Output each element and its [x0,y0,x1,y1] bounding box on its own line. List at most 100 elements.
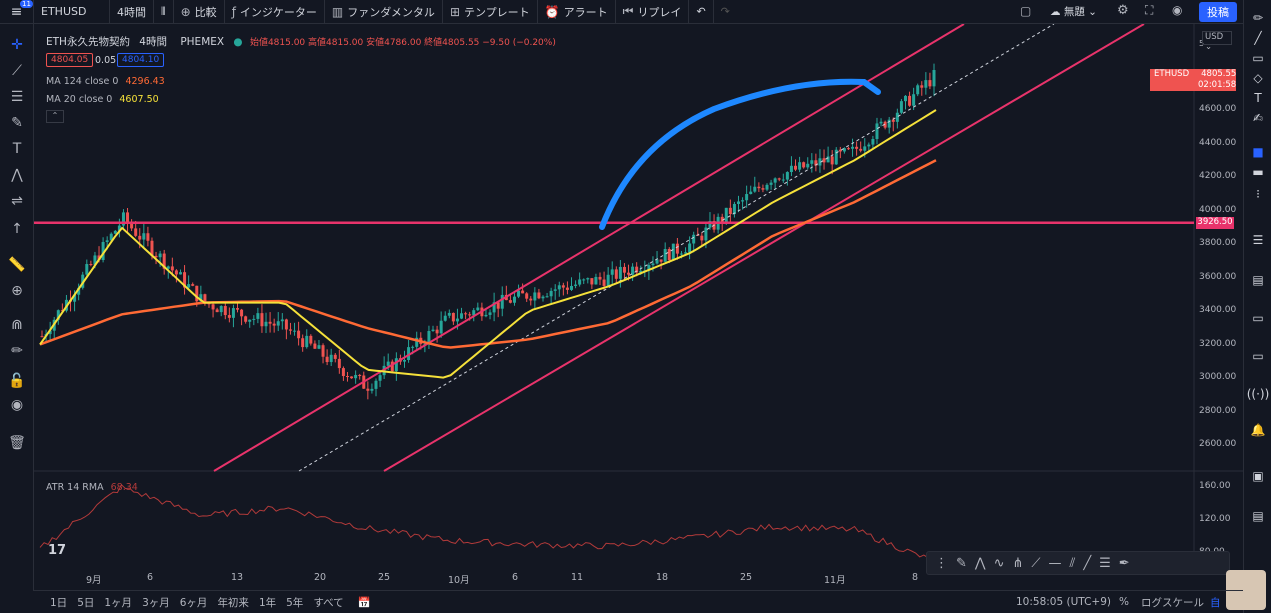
timeframe-button[interactable]: 1日 [50,596,68,609]
undo-button[interactable]: ↶ [689,0,714,24]
wave-icon[interactable]: ∿ [993,555,1005,571]
indicators-button[interactable]: ƒ インジケーター [225,0,325,24]
collapse-legend-button[interactable]: ⌃ [46,110,64,123]
auto-scale-toggle[interactable]: 自 [1210,596,1221,609]
favorites-toolbar: ⋮ ✎ ⋀ ∿ ⋔ ⟋ — ⫽ ╱ ☰ ✒ [926,551,1230,575]
timeframe-button[interactable]: 6ヶ月 [179,596,208,609]
clock[interactable]: 10:58:05 (UTC+9) [1016,596,1111,608]
chat-icon[interactable]: ▭ [1252,311,1264,325]
candle-body [859,148,863,151]
candle-body [578,279,582,285]
shape-icon[interactable]: ◇ [1253,71,1263,85]
currency-selector[interactable]: USD ⌄ [1202,31,1232,52]
redo-button[interactable]: ↷ [714,0,737,24]
fib-icon[interactable]: ☰ [1099,555,1111,571]
pen-icon[interactable]: ✒ [1118,555,1130,571]
text-icon[interactable]: T [1254,91,1262,105]
candle-body [354,374,358,379]
timeframe-button[interactable]: すべて [313,596,344,609]
trash-icon[interactable]: 🗑 [8,435,26,451]
lock-drawing-icon[interactable]: ✏ [11,343,23,359]
candle-body [671,243,675,261]
timeframe-button[interactable]: 5年 [286,596,304,609]
compare-button[interactable]: ⊕ 比較 [174,0,225,24]
ray-icon[interactable]: ⟋ [1031,555,1041,571]
candle-body [606,274,610,286]
buy-price-box[interactable]: 4804.10 [117,53,165,67]
candle-body [472,310,476,316]
trendline-icon[interactable]: ╱ [1083,555,1092,571]
brush-icon[interactable]: ✎ [11,115,23,131]
timeframe-button[interactable]: 1ヶ月 [104,596,133,609]
menu-button[interactable]: ≡ 11 [0,0,34,24]
sell-price-box[interactable]: 4804.05 [46,53,94,67]
dots-icon[interactable]: ⁝ [1256,187,1260,201]
zoom-icon[interactable]: ⊕ [11,283,23,299]
drag-handle-icon[interactable]: ⋮ [935,555,948,571]
crosshair-icon[interactable]: ✛ [11,37,23,53]
fundamentals-button[interactable]: ▥ ファンダメンタル [325,0,443,24]
chart-type-button[interactable]: ⫴ [154,0,174,24]
rectangle-icon[interactable]: ▭ [1252,51,1264,65]
brush-icon[interactable]: ✎ [956,555,967,571]
eye-icon[interactable]: ◉ [10,397,24,413]
ray-icon[interactable]: ╱ [1254,31,1262,45]
parallel-channel-icon[interactable]: ⫽ [1069,555,1076,571]
prediction-icon[interactable]: ⇌ [11,193,23,209]
candle-body [451,312,455,322]
candle-body [305,335,309,348]
highlighter-icon[interactable]: ✍ [1252,111,1264,125]
candle-body [272,323,276,326]
layout-name-button[interactable]: ☁ 無題 ⌄ [1050,6,1097,18]
text-icon[interactable]: T [12,141,22,157]
ruler-icon[interactable]: 📏 [8,257,26,273]
interval-button[interactable]: 4時間 [110,0,154,24]
white-swatch-icon[interactable]: ▬ [1252,165,1264,179]
data-window-icon[interactable]: ▣ [1252,469,1264,483]
timeframe-button[interactable]: 3ヶ月 [142,596,170,609]
bell-icon[interactable]: 🔔 [1250,423,1266,437]
candle-body [586,278,590,280]
ideas-icon[interactable]: ▭ [1252,349,1264,363]
layout-icon[interactable]: ▢ [1020,4,1032,18]
chevron-up-icon: ⌃ [51,111,59,120]
date-range-icon[interactable]: 📅 [357,596,371,609]
candle-body [337,358,341,369]
pencil-icon[interactable]: ✏ [1252,11,1264,25]
timeframe-button[interactable]: 年初来 [217,596,249,609]
hotlist-icon[interactable]: ▤ [1252,509,1264,523]
timeframe-button[interactable]: 5日 [77,596,95,609]
watchlist-icon[interactable]: ☰ [1252,233,1264,247]
candle-body [276,321,280,326]
pattern-icon[interactable]: ⋀ [11,167,23,183]
redo-icon: ↷ [720,5,730,18]
candle-body [565,287,569,290]
camera-icon[interactable]: ◉ [1172,3,1183,17]
candle-body [77,287,81,295]
zigzag-icon[interactable]: ⋀ [974,555,986,571]
color-swatch-icon[interactable]: ■ [1252,145,1264,159]
arrow-up-icon[interactable]: ↑ [11,221,23,237]
timeframe-button[interactable]: 1年 [258,596,277,609]
replay-button[interactable]: ⏮ リプレイ [616,0,690,24]
percent-toggle[interactable]: % [1119,596,1129,608]
templates-button[interactable]: ⊞ テンプレート [443,0,538,24]
log-scale-toggle[interactable]: ログスケール [1141,596,1204,609]
pitchfork-icon[interactable]: ⋔ [1012,555,1024,571]
trendline-icon[interactable]: ⟋ [12,63,22,79]
symbol-legend: ETH永久先物契約 4時間 PHEMEX ● 始値4815.00 高値4815.… [46,34,556,49]
signal-icon[interactable]: ((·)) [1246,387,1270,401]
atr-axis-label: 120.00 [1199,513,1231,524]
fullscreen-icon[interactable]: ⛶ [1145,3,1154,17]
main-chart[interactable]: 17 [34,24,1243,590]
alert-button[interactable]: ⏰ アラート [538,0,616,24]
hline-icon[interactable]: — [1048,555,1062,571]
lock-icon[interactable]: 🔓 [8,373,26,389]
symbol-search[interactable]: ETHUSD [34,0,110,24]
calendar-icon[interactable]: ▤ [1252,273,1264,287]
post-button[interactable]: 投稿 [1199,2,1237,22]
magnet-icon[interactable]: ⋒ [11,317,23,333]
candle-body [920,85,924,88]
fib-icon[interactable]: ☰ [10,89,24,105]
settings-icon[interactable]: ⚙ [1117,3,1129,18]
